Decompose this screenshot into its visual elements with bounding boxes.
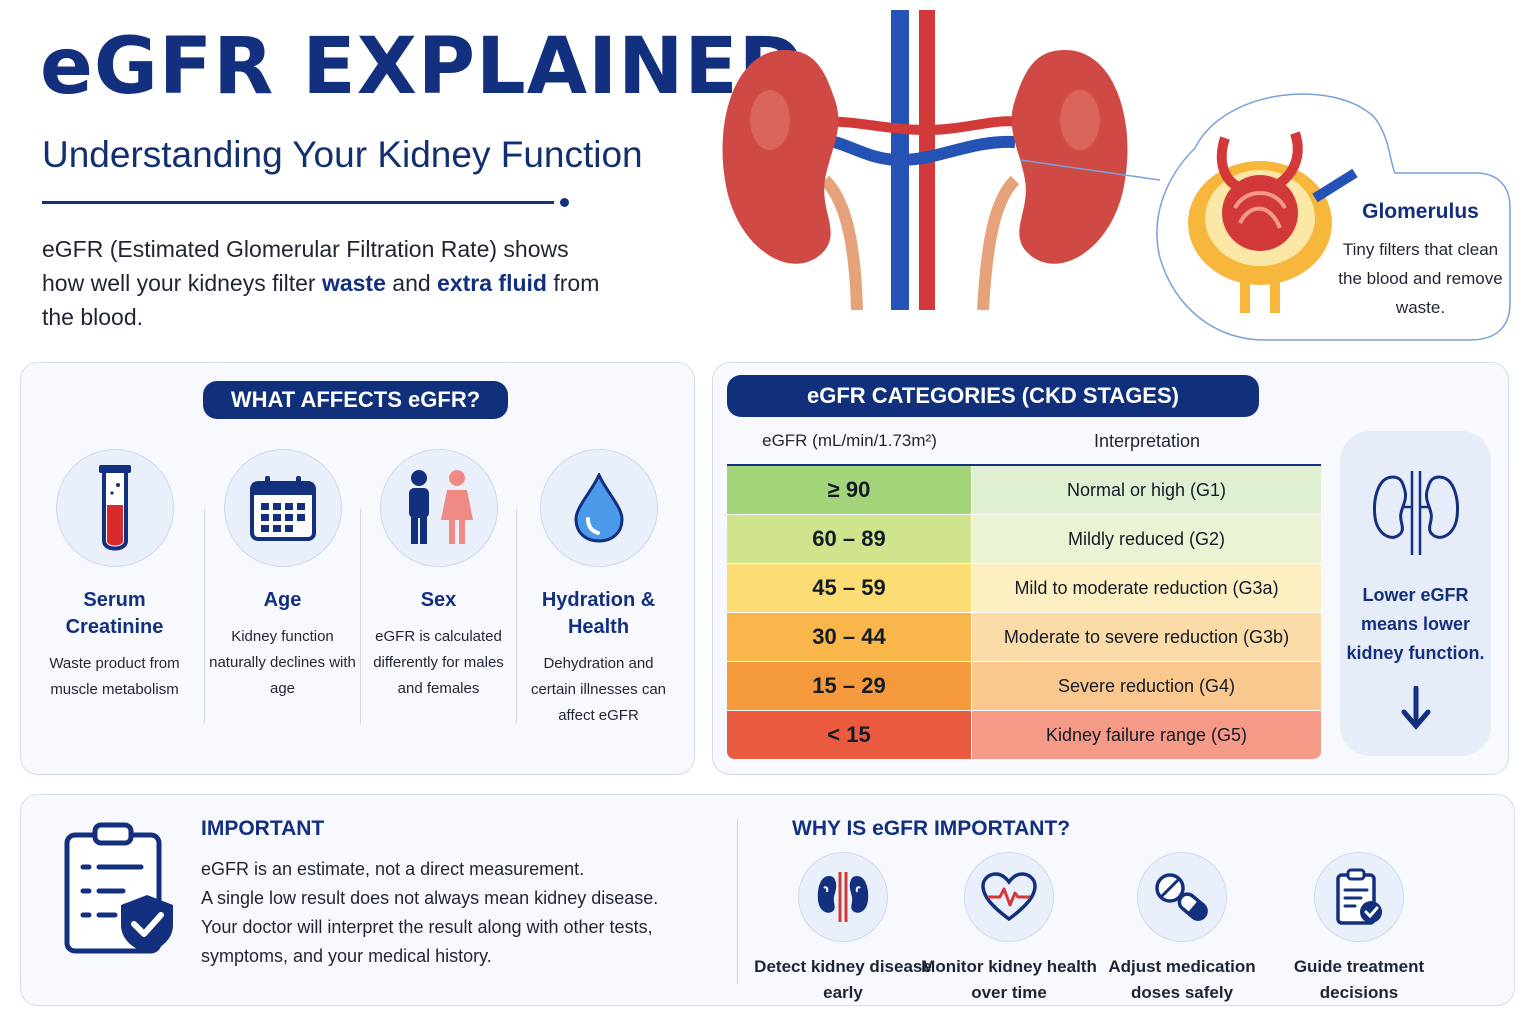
factor-name: Sex xyxy=(420,589,457,611)
factor-hydration-health: Hydration & Health Dehydration and certa… xyxy=(521,449,676,729)
calendar-icon xyxy=(249,476,316,541)
important-panel: IMPORTANT eGFR is an estimate, not a dir… xyxy=(20,794,1515,1006)
factor-name: Hydration & Health xyxy=(541,589,656,638)
why-item-guide: Guide treatment decisions xyxy=(1269,852,1449,1006)
glomerulus-description: Tiny filters that clean the blood and re… xyxy=(1338,240,1503,317)
factor-serum-creatinine: Serum Creatinine Waste product from musc… xyxy=(37,449,192,703)
interpretation-cell: Mild to moderate reduction (G3a) xyxy=(972,564,1321,612)
categories-heading: eGFR CATEGORIES (CKD STAGES) xyxy=(727,375,1259,417)
water-drop-icon xyxy=(573,473,624,543)
range-cell: 15 – 29 xyxy=(727,662,972,710)
factor-description: Dehydration and certain illnesses can af… xyxy=(530,655,667,724)
affects-heading: WHAT AFFECTS eGFR? xyxy=(203,381,508,419)
page-title: eGFR EXPLAINED xyxy=(40,22,805,112)
category-row-g2: 60 – 89 Mildly reduced (G2) xyxy=(727,515,1321,564)
categories-panel: eGFR CATEGORIES (CKD STAGES) eGFR (mL/mi… xyxy=(712,362,1509,775)
why-label: Guide treatment decisions xyxy=(1293,957,1425,1002)
factor-description: eGFR is calculated differently for males… xyxy=(373,628,504,697)
test-tube-icon xyxy=(98,465,131,551)
factor-name: Age xyxy=(263,589,302,611)
why-heading: WHY IS eGFR IMPORTANT? xyxy=(792,817,1071,840)
important-heading: IMPORTANT xyxy=(201,817,325,840)
affects-panel: WHAT AFFECTS eGFR? Serum Creatinine Wast… xyxy=(20,362,695,775)
range-cell: 45 – 59 xyxy=(727,564,972,612)
interpretation-cell: Mildly reduced (G2) xyxy=(972,515,1321,563)
page-subtitle: Understanding Your Kidney Function xyxy=(42,134,643,175)
factor-sex: Sex eGFR is calculated differently for m… xyxy=(361,449,516,702)
clipboard-check-icon xyxy=(1336,868,1382,925)
table-header-divider xyxy=(727,464,1321,466)
range-cell: < 15 xyxy=(727,711,972,759)
column-header-interpretation: Interpretation xyxy=(1093,431,1201,451)
clipboard-shield-icon xyxy=(64,822,173,954)
important-line: eGFR is an estimate, not a direct measur… xyxy=(201,859,585,879)
important-line: A single low result does not always mean… xyxy=(201,888,659,908)
factor-description: Kidney function naturally declines with … xyxy=(209,628,356,697)
interpretation-cell: Moderate to severe reduction (G3b) xyxy=(972,613,1321,661)
category-row-g5: < 15 Kidney failure range (G5) xyxy=(727,711,1321,760)
kidneys-outline-icon xyxy=(1373,471,1459,555)
interpretation-cell: Kidney failure range (G5) xyxy=(972,711,1321,759)
why-label: Detect kidney disease early xyxy=(754,957,932,1002)
male-female-icon xyxy=(408,470,473,544)
arrow-down-icon xyxy=(1401,686,1431,730)
category-row-g3b: 30 – 44 Moderate to severe reduction (G3… xyxy=(727,613,1321,662)
why-label: Adjust medication doses safely xyxy=(1108,957,1256,1002)
lower-egfr-note: Lower eGFR means lower kidney function. xyxy=(1346,585,1485,663)
title-divider-dot xyxy=(560,198,569,207)
kidneys-icon xyxy=(817,872,869,922)
category-row-g3a: 45 – 59 Mild to moderate reduction (G3a) xyxy=(727,564,1321,613)
heart-pulse-icon xyxy=(981,872,1037,922)
factor-divider xyxy=(516,509,517,724)
factor-name: Serum Creatinine xyxy=(65,589,164,638)
factor-age: Age Kidney function naturally declines w… xyxy=(205,449,360,702)
kidneys-illustration xyxy=(722,10,1161,310)
why-item-detect: Detect kidney disease early xyxy=(753,852,933,1006)
why-label: Monitor kidney health over time xyxy=(921,957,1097,1002)
interpretation-cell: Severe reduction (G4) xyxy=(972,662,1321,710)
glomerulus-title: Glomerulus xyxy=(1362,200,1479,223)
category-row-g1: ≥ 90 Normal or high (G1) xyxy=(727,466,1321,515)
factor-description: Waste product from muscle metabolism xyxy=(49,655,180,698)
title-divider xyxy=(42,201,554,204)
important-line: Your doctor will interpret the result al… xyxy=(201,917,653,937)
important-text: eGFR is an estimate, not a direct measur… xyxy=(201,855,741,971)
lower-egfr-note-card: Lower eGFR means lower kidney function. xyxy=(1340,431,1491,756)
why-item-adjust: Adjust medication doses safely xyxy=(1092,852,1272,1006)
pills-icon xyxy=(1155,873,1208,921)
column-header-range: eGFR (mL/min/1.73m²) xyxy=(762,431,937,450)
factor-divider xyxy=(360,509,361,724)
important-line: symptoms, and your medical history. xyxy=(201,946,492,966)
intro-text: eGFR (Estimated Glomerular Filtration Ra… xyxy=(42,236,600,330)
interpretation-cell: Normal or high (G1) xyxy=(972,466,1321,514)
range-cell: 30 – 44 xyxy=(727,613,972,661)
range-cell: 60 – 89 xyxy=(727,515,972,563)
range-cell: ≥ 90 xyxy=(727,466,972,514)
category-row-g4: 15 – 29 Severe reduction (G4) xyxy=(727,662,1321,711)
factor-divider xyxy=(204,509,205,724)
why-item-monitor: Monitor kidney health over time xyxy=(919,852,1099,1006)
glomerulus-callout xyxy=(1156,93,1511,341)
bottom-divider xyxy=(737,819,738,984)
